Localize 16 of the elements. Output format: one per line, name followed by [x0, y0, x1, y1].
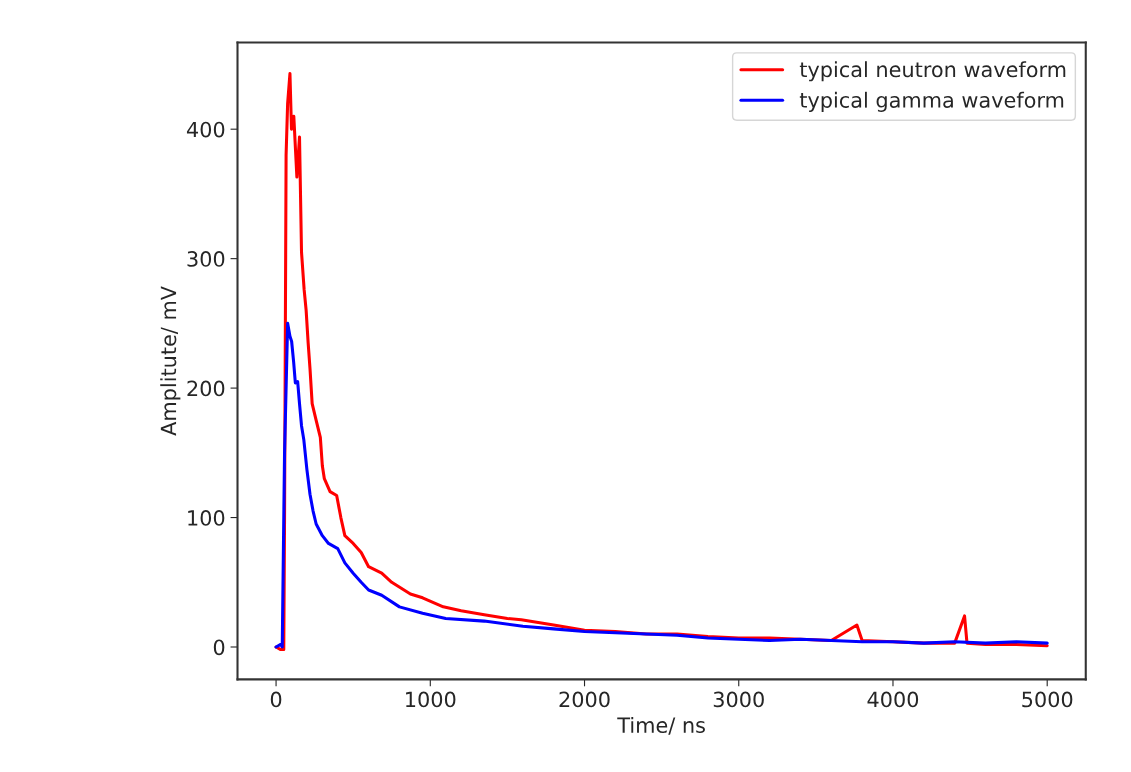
legend-label: typical neutron waveform — [799, 61, 1066, 82]
x-tick-label: 5000 — [1022, 691, 1073, 708]
y-tick-label: 100 — [188, 510, 225, 526]
x-tick-label: 1000 — [406, 691, 456, 708]
y-tick-label: 400 — [186, 121, 225, 138]
y-tick-label: 200 — [187, 380, 225, 397]
x-tick-label: 3000 — [713, 691, 764, 708]
y-tick-label: 0 — [213, 639, 225, 656]
x-axis-title: Time/ ns — [617, 716, 705, 735]
line-series — [274, 321, 1049, 649]
y-tick-label: 300 — [187, 251, 225, 267]
y-axis-title: Amplitute/ mV — [160, 286, 181, 436]
legend-label: typical gamma waveform — [799, 91, 1064, 112]
x-tick-label: 0 — [270, 691, 282, 708]
x-tick-label: 4000 — [867, 691, 919, 708]
x-tick-label: 2000 — [559, 691, 610, 708]
